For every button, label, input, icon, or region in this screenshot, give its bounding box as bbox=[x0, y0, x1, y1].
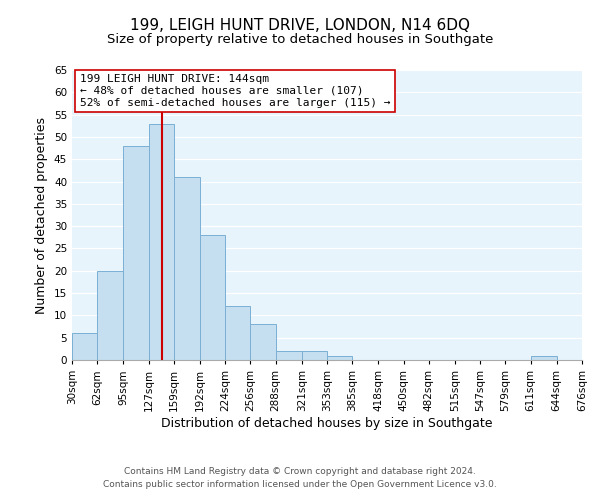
Bar bbox=[327, 356, 352, 360]
Bar bbox=[72, 333, 97, 360]
Bar bbox=[124, 146, 149, 360]
Text: 199, LEIGH HUNT DRIVE, LONDON, N14 6DQ: 199, LEIGH HUNT DRIVE, LONDON, N14 6DQ bbox=[130, 18, 470, 32]
Y-axis label: Number of detached properties: Number of detached properties bbox=[35, 116, 49, 314]
Bar bbox=[174, 177, 200, 360]
Text: Contains HM Land Registry data © Crown copyright and database right 2024.: Contains HM Land Registry data © Crown c… bbox=[124, 467, 476, 476]
X-axis label: Distribution of detached houses by size in Southgate: Distribution of detached houses by size … bbox=[161, 416, 493, 430]
Bar bbox=[302, 351, 327, 360]
Bar bbox=[149, 124, 174, 360]
Bar bbox=[250, 324, 275, 360]
Text: 199 LEIGH HUNT DRIVE: 144sqm
← 48% of detached houses are smaller (107)
52% of s: 199 LEIGH HUNT DRIVE: 144sqm ← 48% of de… bbox=[80, 74, 390, 108]
Text: Contains public sector information licensed under the Open Government Licence v3: Contains public sector information licen… bbox=[103, 480, 497, 489]
Bar bbox=[97, 271, 124, 360]
Bar bbox=[225, 306, 250, 360]
Bar bbox=[530, 356, 557, 360]
Text: Size of property relative to detached houses in Southgate: Size of property relative to detached ho… bbox=[107, 32, 493, 46]
Bar bbox=[200, 235, 225, 360]
Bar bbox=[275, 351, 302, 360]
